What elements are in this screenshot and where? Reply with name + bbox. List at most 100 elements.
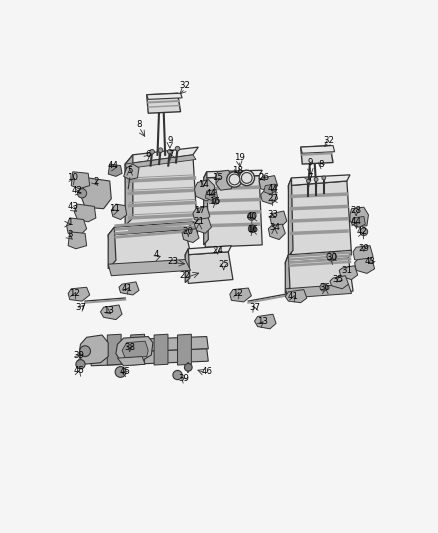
Circle shape [307, 179, 311, 183]
Polygon shape [205, 189, 218, 200]
Text: 21: 21 [194, 217, 205, 227]
Circle shape [150, 149, 155, 154]
Text: 15: 15 [212, 173, 223, 182]
Text: 25: 25 [218, 260, 229, 269]
Text: 2: 2 [93, 176, 99, 185]
Text: 39: 39 [74, 351, 85, 360]
Circle shape [327, 252, 336, 261]
Circle shape [314, 177, 318, 181]
Polygon shape [261, 189, 278, 204]
Polygon shape [68, 232, 87, 249]
Text: 3: 3 [67, 230, 72, 239]
Text: 41: 41 [121, 284, 132, 293]
Text: 12: 12 [69, 289, 80, 298]
Polygon shape [108, 230, 193, 270]
Polygon shape [352, 216, 365, 227]
Circle shape [115, 367, 126, 377]
Text: 37: 37 [75, 303, 86, 312]
Text: 12: 12 [232, 289, 243, 298]
Text: 27: 27 [268, 194, 279, 203]
Text: 9: 9 [307, 158, 313, 167]
Text: 28: 28 [351, 206, 362, 215]
Circle shape [213, 198, 219, 204]
Polygon shape [68, 287, 90, 301]
Polygon shape [154, 334, 168, 365]
Polygon shape [204, 175, 262, 247]
Text: 23: 23 [167, 256, 178, 265]
Polygon shape [285, 255, 290, 294]
Polygon shape [185, 249, 190, 282]
Text: 5: 5 [127, 166, 133, 175]
Polygon shape [353, 246, 373, 263]
Text: 19: 19 [233, 154, 244, 163]
Polygon shape [185, 246, 231, 255]
Text: 33: 33 [268, 211, 279, 220]
Circle shape [360, 228, 367, 236]
Polygon shape [124, 164, 139, 180]
Polygon shape [350, 207, 368, 227]
Text: 7: 7 [307, 173, 313, 182]
Polygon shape [185, 252, 233, 284]
Polygon shape [79, 335, 108, 364]
Polygon shape [301, 146, 335, 154]
Polygon shape [270, 211, 287, 227]
Polygon shape [71, 172, 90, 189]
Text: 24: 24 [212, 246, 223, 255]
Polygon shape [288, 175, 350, 185]
Text: 9: 9 [167, 136, 173, 146]
Polygon shape [107, 334, 121, 365]
Polygon shape [125, 147, 198, 164]
Polygon shape [216, 170, 233, 190]
Text: 8: 8 [136, 119, 142, 128]
Polygon shape [125, 155, 198, 243]
Polygon shape [90, 349, 208, 366]
Circle shape [78, 189, 87, 198]
Text: 42: 42 [357, 227, 368, 236]
Polygon shape [108, 222, 194, 235]
Polygon shape [100, 305, 122, 320]
Polygon shape [147, 93, 180, 113]
Text: 29: 29 [358, 244, 369, 253]
Polygon shape [182, 229, 199, 243]
Polygon shape [285, 289, 307, 303]
Text: 18: 18 [232, 166, 243, 175]
Circle shape [322, 176, 326, 180]
Polygon shape [81, 178, 111, 209]
Circle shape [158, 148, 163, 152]
Polygon shape [254, 314, 276, 329]
Polygon shape [288, 178, 293, 256]
Text: 10: 10 [67, 173, 78, 182]
Circle shape [80, 346, 91, 357]
Text: 43: 43 [364, 256, 375, 265]
Polygon shape [264, 184, 276, 194]
Polygon shape [67, 218, 87, 235]
Polygon shape [131, 334, 145, 365]
Polygon shape [285, 251, 352, 263]
Text: 17: 17 [194, 206, 205, 215]
Polygon shape [108, 164, 122, 176]
Text: 16: 16 [209, 197, 220, 206]
Polygon shape [108, 260, 191, 276]
Circle shape [320, 284, 328, 291]
Polygon shape [116, 336, 153, 361]
Text: 45: 45 [120, 367, 131, 376]
Polygon shape [355, 258, 374, 273]
Polygon shape [111, 204, 127, 220]
Circle shape [167, 149, 172, 154]
Polygon shape [288, 181, 352, 260]
Text: 35: 35 [332, 275, 343, 284]
Polygon shape [330, 276, 349, 289]
Polygon shape [74, 204, 96, 222]
Text: 14: 14 [198, 180, 209, 189]
Circle shape [239, 170, 254, 185]
Text: 13: 13 [257, 317, 268, 326]
Polygon shape [90, 336, 208, 353]
Circle shape [229, 174, 240, 185]
Text: 11: 11 [109, 204, 120, 213]
Text: 46: 46 [201, 367, 212, 376]
Text: 39: 39 [178, 374, 189, 383]
Text: 43: 43 [67, 202, 78, 211]
Text: 20: 20 [183, 227, 194, 236]
Polygon shape [285, 284, 352, 298]
Polygon shape [117, 357, 145, 366]
